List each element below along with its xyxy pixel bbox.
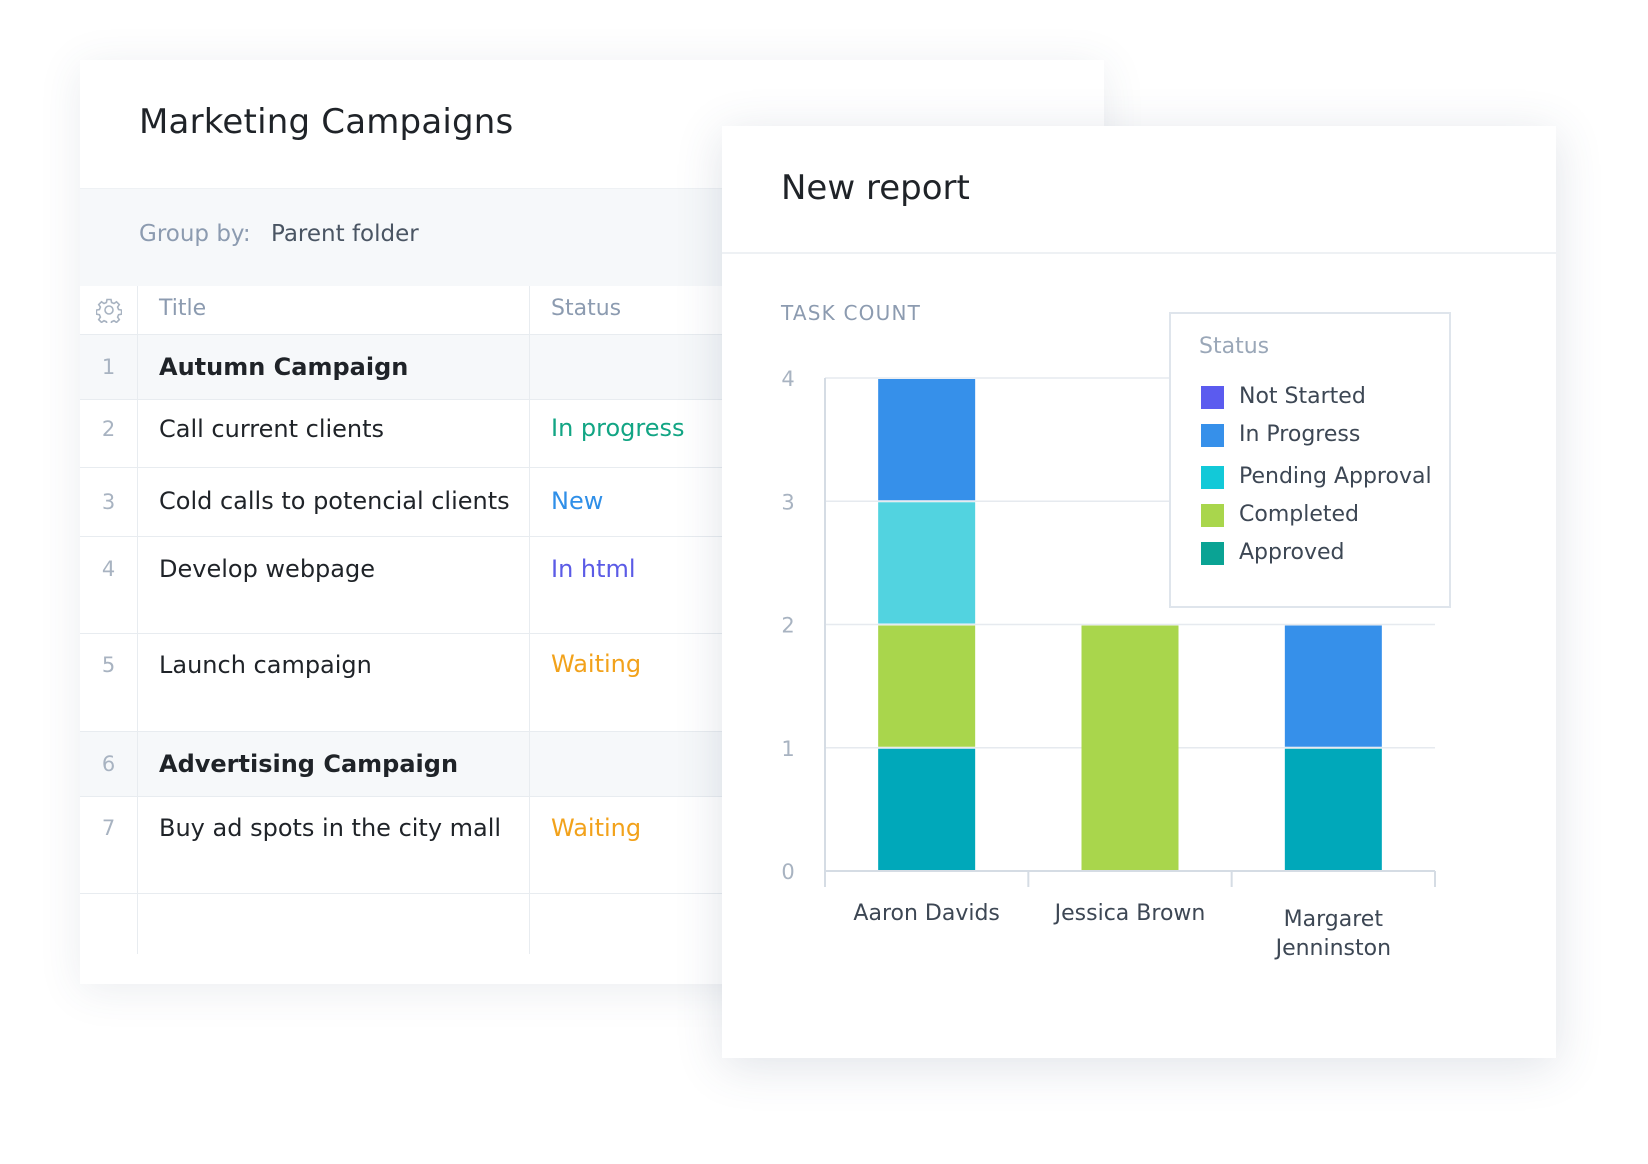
task-count-chart: TASK COUNT 0 1 2 3 4 Aaron Davids Jessica Brown… xyxy=(780,301,1436,961)
column-header-title[interactable]: Title xyxy=(138,286,530,334)
row-number: 2 xyxy=(80,400,138,467)
row-number: 5 xyxy=(80,634,138,731)
column-header-status[interactable]: Status xyxy=(551,296,622,321)
legend-label: Not Started xyxy=(1239,384,1366,409)
table-row[interactable]: 2 Call current clients In progress xyxy=(80,400,1104,468)
row-title[interactable]: Launch campaign xyxy=(138,634,530,731)
gear-icon[interactable] xyxy=(95,297,122,323)
y-axis-label: TASK COUNT xyxy=(780,301,921,325)
row-title[interactable]: Cold calls to potencial clients xyxy=(138,468,530,536)
x-tick-label: Aaron Davids xyxy=(853,901,999,926)
row-title-empty[interactable] xyxy=(138,894,530,954)
row-number-empty xyxy=(80,894,138,954)
row-status[interactable]: In progress xyxy=(551,414,685,442)
table-row[interactable]: 3 Cold calls to potencial clients New xyxy=(80,468,1104,537)
bar-segment-approved xyxy=(878,748,976,870)
new-report-panel: New report TASK COUNT 0 1 2 3 4 Aaron Davids Je… xyxy=(722,126,1556,1058)
row-title[interactable]: Call current clients xyxy=(138,400,530,467)
row-number: 1 xyxy=(80,335,138,399)
legend-swatch xyxy=(1201,542,1224,565)
row-status[interactable]: New xyxy=(551,487,604,515)
row-title[interactable]: Develop webpage xyxy=(138,537,530,633)
legend-swatch xyxy=(1201,424,1224,447)
row-number: 7 xyxy=(80,797,138,893)
table-row[interactable]: 7 Buy ad spots in the city mall Waiting xyxy=(80,797,1104,894)
report-title: New report xyxy=(781,168,970,208)
bar-segment-in-progress xyxy=(1284,625,1382,747)
y-tick-label: 0 xyxy=(781,860,794,884)
report-header: New report xyxy=(722,126,1556,254)
legend-label: Approved xyxy=(1239,540,1345,565)
chart-legend: Status Not Started In Progress Pending App… xyxy=(1169,312,1451,608)
table-row-empty[interactable] xyxy=(80,894,1104,954)
panel-title: Marketing Campaigns xyxy=(139,102,514,142)
row-number: 4 xyxy=(80,537,138,633)
row-number: 6 xyxy=(80,732,138,796)
bar-segment-pending-approval xyxy=(878,502,976,624)
legend-swatch xyxy=(1201,386,1224,409)
legend-title: Status xyxy=(1199,334,1270,359)
legend-label: Completed xyxy=(1239,502,1359,527)
legend-label: In Progress xyxy=(1239,422,1361,447)
bar-segment-approved xyxy=(1284,748,1382,870)
x-tick-label: Jenninston xyxy=(1274,936,1391,961)
row-title[interactable]: Buy ad spots in the city mall xyxy=(138,797,530,893)
bar-segment-completed xyxy=(878,625,976,747)
row-status[interactable]: Waiting xyxy=(551,650,642,678)
legend-swatch xyxy=(1201,466,1224,489)
y-tick-label: 1 xyxy=(781,737,794,761)
row-number: 3 xyxy=(80,468,138,536)
group-by-label: Group by: xyxy=(139,221,251,247)
row-title[interactable]: Advertising Campaign xyxy=(138,732,530,796)
group-by-dropdown[interactable]: Parent folder xyxy=(271,221,419,247)
bar-segment-in-progress xyxy=(878,379,976,501)
x-tick-label: Jessica Brown xyxy=(1053,901,1206,926)
legend-label: Pending Approval xyxy=(1239,464,1432,489)
row-status[interactable]: In html xyxy=(551,555,636,583)
y-tick-label: 4 xyxy=(781,367,794,391)
y-tick-label: 3 xyxy=(781,490,794,514)
legend-swatch xyxy=(1201,504,1224,527)
row-title[interactable]: Autumn Campaign xyxy=(138,335,530,399)
settings-cell[interactable] xyxy=(80,286,138,334)
table-row[interactable]: 4 Develop webpage In html xyxy=(80,537,1104,634)
row-status[interactable]: Waiting xyxy=(551,814,642,842)
bar-segment-completed xyxy=(1081,625,1179,870)
table-row[interactable]: 5 Launch campaign Waiting xyxy=(80,634,1104,732)
x-tick-label: Margaret xyxy=(1284,907,1384,932)
y-tick-label: 2 xyxy=(781,614,794,638)
